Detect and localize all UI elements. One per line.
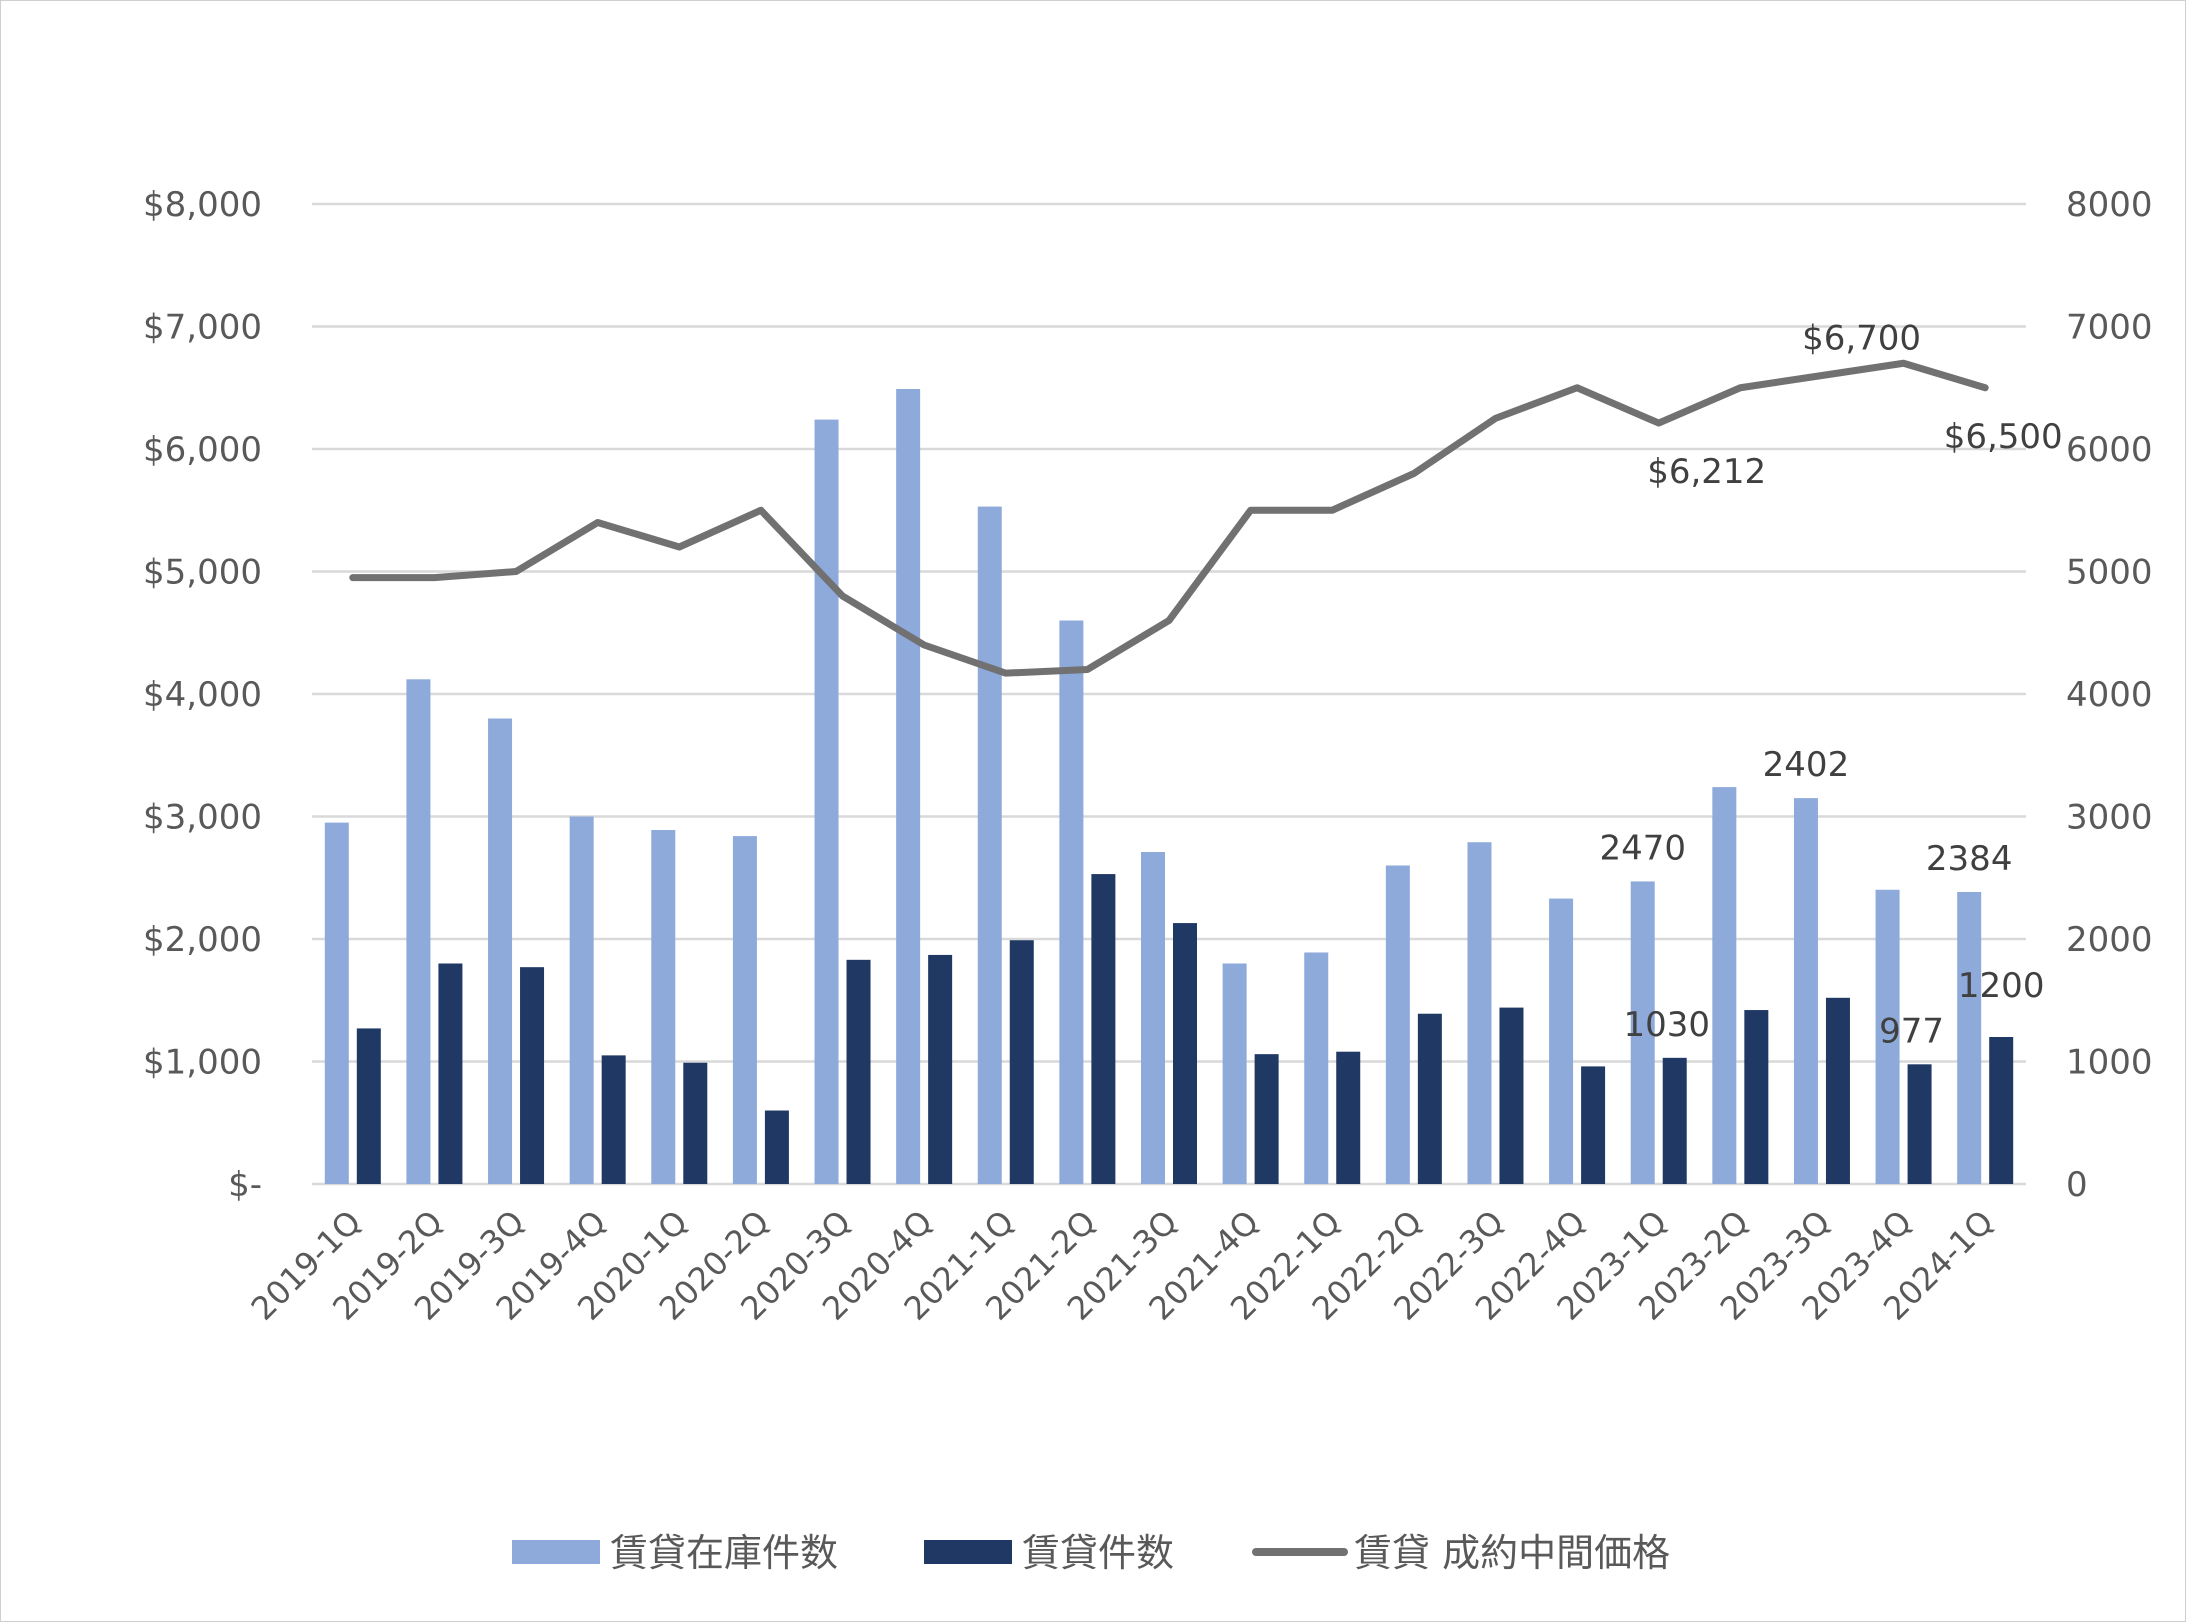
bar-rentals (601, 1055, 626, 1184)
bar-inventory (1385, 865, 1410, 1184)
bar-rentals (356, 1028, 381, 1184)
bar-rentals (1254, 1054, 1279, 1184)
bar-inventory (1304, 952, 1329, 1184)
bar-inventory (1712, 787, 1737, 1184)
bar-rentals (1499, 1007, 1524, 1184)
legend-swatch (924, 1540, 1012, 1564)
bar-inventory (324, 822, 349, 1184)
price-data-label: $6,212 (1647, 452, 1766, 492)
rentals-data-label: 1200 (1958, 966, 2045, 1006)
bar-rentals (1662, 1057, 1687, 1184)
bar-rentals (764, 1110, 789, 1184)
bar-inventory (977, 506, 1002, 1184)
bar-inventory (1141, 852, 1165, 1184)
bar-inventory (814, 419, 839, 1185)
inventory-data-label: 2402 (1763, 745, 1850, 785)
legend-label: 賃貸件数 (1022, 1531, 1174, 1575)
right-axis-tick-label: 0 (2066, 1165, 2088, 1205)
bar-rentals (1091, 874, 1116, 1184)
bar-inventory (651, 829, 676, 1184)
bar-rentals (928, 954, 953, 1184)
legend-label: 賃貸在庫件数 (610, 1531, 838, 1575)
bar-inventory (569, 816, 594, 1184)
legend-label: 賃貸 成約中間価格 (1354, 1531, 1670, 1575)
right-axis-tick-label: 2000 (2066, 920, 2153, 960)
left-axis-tick-label: $3,000 (143, 798, 262, 838)
inventory-data-label: 2384 (1926, 839, 2013, 879)
bar-inventory (1059, 620, 1084, 1184)
bar-rentals (1825, 997, 1850, 1184)
bar-inventory (1222, 963, 1247, 1184)
bar-inventory (732, 836, 757, 1184)
bar-rentals (1417, 1013, 1442, 1184)
bar-rentals (438, 963, 463, 1184)
left-axis-tick-label: $2,000 (143, 920, 262, 960)
price-data-label: $6,700 (1802, 318, 1921, 358)
inventory-data-label: 2470 (1599, 828, 1686, 868)
bar-rentals (1989, 1037, 2014, 1184)
bar-inventory (1793, 798, 1818, 1184)
bar-inventory (1875, 889, 1900, 1184)
left-axis-tick-label: $8,000 (143, 185, 262, 225)
bar-rentals (520, 967, 545, 1184)
bar-inventory (1549, 898, 1574, 1184)
bar-inventory (1957, 891, 1982, 1184)
bar-rentals (1581, 1066, 1606, 1184)
right-axis-tick-label: 5000 (2066, 553, 2153, 593)
bar-rentals (846, 959, 871, 1184)
right-axis-tick-label: 4000 (2066, 675, 2153, 715)
bar-rentals (683, 1062, 708, 1184)
bar-rentals (1336, 1051, 1361, 1184)
bar-inventory (1467, 842, 1492, 1184)
right-axis-tick-label: 8000 (2066, 185, 2153, 225)
bar-inventory (896, 388, 921, 1185)
median-price-line (349, 359, 1989, 677)
right-axis-tick-label: 1000 (2066, 1043, 2153, 1083)
left-axis-tick-label: $7,000 (143, 308, 262, 348)
bar-inventory (406, 679, 431, 1184)
bar-inventory (488, 718, 513, 1184)
bar-rentals (1173, 923, 1197, 1184)
rentals-data-label: 1030 (1623, 1005, 1710, 1045)
right-axis-tick-label: 3000 (2066, 798, 2153, 838)
left-axis-tick-label: $6,000 (143, 430, 262, 470)
bar-inventory (1630, 881, 1655, 1184)
right-axis-tick-label: 6000 (2066, 430, 2153, 470)
left-axis-tick-label: $4,000 (143, 675, 262, 715)
rentals-data-label: 977 (1879, 1011, 1944, 1051)
bar-rentals (1009, 940, 1034, 1184)
bar-rentals (1744, 1010, 1769, 1184)
legend-swatch (512, 1540, 600, 1564)
price-data-label: $6,500 (1944, 417, 2063, 457)
left-axis-tick-label: $- (228, 1165, 262, 1205)
bar-rentals (1907, 1064, 1932, 1184)
right-axis-tick-label: 7000 (2066, 308, 2153, 348)
left-axis-tick-label: $1,000 (143, 1043, 262, 1083)
left-axis-tick-label: $5,000 (143, 553, 262, 593)
